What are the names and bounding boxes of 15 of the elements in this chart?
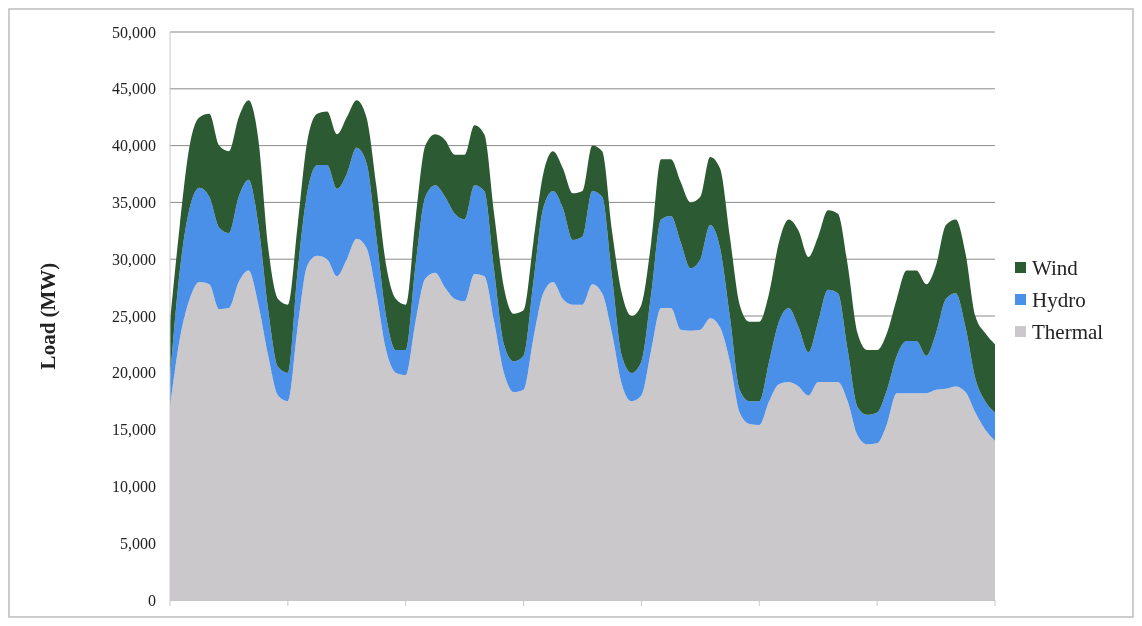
legend-label: Thermal: [1032, 320, 1104, 345]
y-tick-label: 15,000: [112, 421, 156, 439]
legend-label: Wind: [1032, 256, 1079, 281]
y-tick-label: 30,000: [112, 250, 156, 268]
y-tick-label: 20,000: [112, 364, 156, 382]
y-tick-label: 50,000: [112, 23, 156, 41]
y-tick-label: 25,000: [112, 307, 156, 325]
y-tick-label: 5,000: [120, 534, 156, 552]
y-tick-label: 10,000: [112, 478, 156, 495]
y-tick-label: 45,000: [112, 80, 156, 98]
y-tick-label: 0: [148, 591, 156, 609]
y-tick-label: 35,000: [112, 194, 156, 211]
y-axis-title: Load (MW): [36, 262, 60, 370]
legend-label: Hydro: [1032, 288, 1086, 313]
y-tick-label: 40,000: [112, 137, 156, 155]
